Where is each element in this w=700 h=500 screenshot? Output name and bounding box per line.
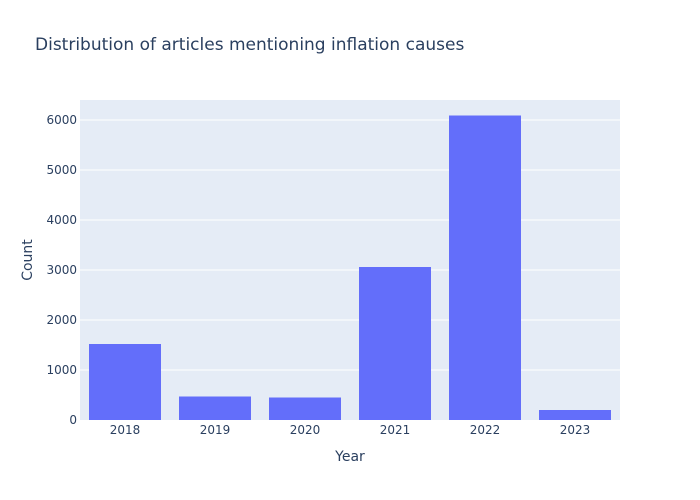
y-axis-title: Count: [20, 239, 36, 281]
x-tick-label: 2022: [470, 423, 501, 437]
x-tick-label: 2023: [560, 423, 591, 437]
x-tick-label: 2021: [380, 423, 411, 437]
x-axis-title: Year: [334, 449, 365, 465]
chart-title: Distribution of articles mentioning infl…: [35, 35, 464, 55]
y-tick-label: 1000: [46, 363, 77, 377]
plot-background: [80, 100, 620, 420]
y-tick-labels: 0 1000 2000 3000 4000 5000 6000: [46, 113, 77, 427]
gridlines: [80, 119, 620, 371]
bar-2018: [89, 344, 161, 420]
bar-2021: [359, 267, 431, 420]
bar-2023: [539, 410, 611, 420]
y-tick-label: 4000: [46, 213, 77, 227]
y-tick-label: 5000: [46, 163, 77, 177]
x-tick-label: 2020: [290, 423, 321, 437]
y-tick-label: 6000: [46, 113, 77, 127]
bars: [89, 115, 611, 420]
y-tick-label: 2000: [46, 313, 77, 327]
y-tick-label: 3000: [46, 263, 77, 277]
x-tick-label: 2018: [110, 423, 141, 437]
x-tick-labels: 2018 2019 2020 2021 2022 2023: [110, 423, 591, 437]
bar-2020: [269, 397, 341, 420]
y-tick-label: 0: [69, 413, 77, 427]
bar-2019: [179, 396, 251, 420]
bar-2022: [449, 115, 521, 420]
x-tick-label: 2019: [200, 423, 231, 437]
